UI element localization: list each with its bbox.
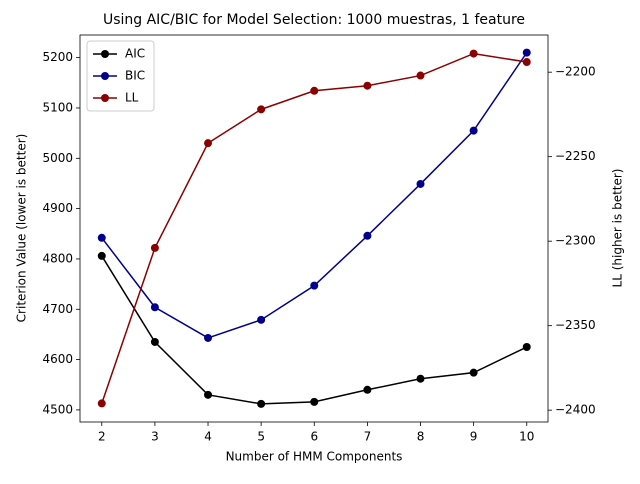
- point: [204, 390, 213, 399]
- point: [363, 81, 372, 90]
- point: [416, 71, 425, 80]
- point: [310, 397, 319, 406]
- point: [469, 126, 478, 135]
- legend-box: [86, 40, 155, 112]
- point: [150, 243, 159, 252]
- point: [469, 49, 478, 58]
- point: [416, 374, 425, 383]
- y-tick-label: 5000: [42, 151, 73, 165]
- x-tick-label: 6: [310, 430, 318, 444]
- point: [522, 343, 531, 352]
- y2-tick-label: −2250: [555, 149, 596, 163]
- point: [204, 139, 213, 148]
- x-tick-label: 4: [204, 430, 212, 444]
- y-tick-label: 4500: [42, 402, 73, 416]
- x-tick-label: 3: [151, 430, 159, 444]
- y2-tick-label: −2350: [555, 318, 596, 332]
- x-tick-label: 10: [519, 430, 534, 444]
- legend-label: BIC: [125, 69, 145, 83]
- x-tick-label: 9: [470, 430, 478, 444]
- y-tick-label: 4600: [42, 352, 73, 366]
- point: [97, 233, 106, 242]
- x-tick-label: 7: [364, 430, 372, 444]
- point: [416, 179, 425, 188]
- y-tick-label: 4900: [42, 201, 73, 215]
- y-tick-label: 4700: [42, 302, 73, 316]
- y2-tick-label: −2300: [555, 234, 596, 248]
- x-axis-label: Number of HMM Components: [226, 450, 403, 464]
- point: [522, 58, 531, 67]
- point: [257, 105, 266, 114]
- point: [310, 281, 319, 290]
- point: [150, 303, 159, 312]
- chart-title: Using AIC/BIC for Model Selection: 1000 …: [103, 12, 525, 28]
- point: [469, 368, 478, 377]
- point: [97, 251, 106, 260]
- legend-label: LL: [125, 91, 139, 105]
- y-tick-label: 5100: [42, 100, 73, 114]
- legend-label: AIC: [125, 47, 145, 61]
- y2-tick-label: −2400: [555, 403, 596, 417]
- y-axis-label: Criterion Value (lower is better): [15, 134, 29, 323]
- point: [257, 315, 266, 324]
- point: [204, 333, 213, 342]
- point: [522, 48, 531, 57]
- point: [257, 399, 266, 408]
- x-tick-label: 5: [257, 430, 265, 444]
- point: [363, 385, 372, 394]
- x-tick-label: 2: [98, 430, 106, 444]
- series-line: [101, 52, 527, 404]
- y-tick-label: 4800: [42, 251, 73, 265]
- legend-marker: [101, 94, 109, 102]
- series-line: [101, 255, 528, 405]
- point: [363, 231, 372, 240]
- legend-marker: [101, 50, 109, 58]
- point: [310, 86, 319, 95]
- point: [150, 337, 159, 346]
- x-tick-label: 8: [417, 430, 425, 444]
- point: [97, 399, 106, 408]
- y2-tick-label: −2200: [555, 65, 596, 79]
- y-tick-label: 5200: [42, 50, 73, 64]
- series-line: [101, 52, 528, 339]
- y2-axis-label: LL (higher is better): [611, 169, 625, 288]
- legend-marker: [101, 72, 109, 80]
